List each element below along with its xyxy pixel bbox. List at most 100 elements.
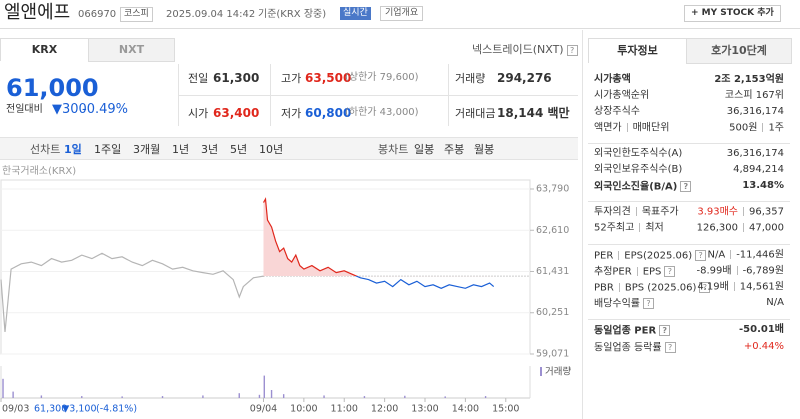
invest-label-part: EPS: [642, 266, 662, 278]
invest-value-part: -6,789원: [742, 265, 784, 277]
divider: [588, 244, 790, 245]
separator: [636, 267, 638, 276]
summary-label: 거래대금: [455, 107, 496, 120]
stock-name: 엘앤에프: [4, 2, 71, 23]
help-icon[interactable]: ?: [664, 266, 676, 277]
separator: [626, 123, 628, 132]
area-fill: [263, 199, 357, 277]
invest-tab[interactable]: 투자정보: [588, 38, 687, 63]
summary-label: 저가: [281, 107, 302, 120]
separator: [635, 207, 637, 216]
invest-value-part: N/A: [766, 297, 784, 308]
invest-tab[interactable]: 호가10단계: [686, 38, 792, 64]
summary-value: 63,500: [305, 71, 352, 85]
invest-label: PER EPS(2025.06)?: [594, 250, 707, 262]
invest-value-part: +0.44%: [743, 341, 784, 352]
y-tick-label: 60,251: [536, 307, 569, 318]
invest-label-part: 배당수익률: [594, 298, 640, 310]
volume-bar: [12, 391, 14, 398]
separator: [762, 123, 764, 132]
invest-label-part: 시가총액: [594, 74, 631, 85]
summary-value: 61,300: [213, 71, 260, 85]
overview-button[interactable]: 기업개요: [380, 6, 424, 21]
chart: 63,790 62,610 61,431 60,251 59,071 09/03 09/04…: [0, 179, 571, 415]
x-tick-label: 09/04: [250, 404, 277, 415]
invest-label-part: PER: [594, 250, 614, 262]
invest-value-part: -50.01배: [739, 324, 784, 335]
invest-value: -50.01배: [739, 325, 784, 335]
help-icon[interactable]: ?: [566, 44, 578, 56]
volume-bar: [81, 396, 83, 398]
help-icon[interactable]: ?: [680, 181, 692, 192]
invest-label: 동일업종 등락률?: [594, 342, 676, 354]
summary-value: 294,276: [497, 71, 552, 85]
summary-value: 18,144 백만: [497, 106, 570, 120]
period-button[interactable]: 일봉: [414, 143, 435, 156]
separator: [743, 223, 744, 232]
separator: [736, 266, 738, 275]
y-tick-label: 63,790: [536, 184, 569, 195]
volume-legend-swatch: [540, 367, 542, 376]
stock-code: 066970: [78, 9, 117, 20]
hover-info: (-4.81%): [96, 404, 137, 415]
invest-value-part: 14,561원: [739, 281, 784, 293]
period-button[interactable]: 10년: [259, 143, 284, 156]
help-icon[interactable]: ?: [643, 298, 654, 309]
help-icon[interactable]: ?: [699, 282, 711, 293]
help-icon[interactable]: ?: [664, 342, 676, 353]
period-button[interactable]: 3년: [201, 143, 219, 156]
period-button[interactable]: 주봉: [444, 143, 465, 156]
period-button[interactable]: 1년: [172, 143, 190, 156]
help-icon[interactable]: ?: [659, 325, 671, 336]
help-icon[interactable]: ?: [695, 250, 707, 261]
volume-bar: [258, 394, 261, 398]
period-button[interactable]: 5년: [230, 143, 248, 156]
separator: [618, 283, 620, 292]
y-tick-label: 62,610: [536, 225, 569, 236]
invest-label: 상장주식수: [594, 107, 640, 117]
divider: [588, 201, 790, 202]
basis: 기준(KRX 장중): [258, 9, 327, 20]
nxt-link[interactable]: 넥스트레이드(NXT)?: [472, 44, 578, 56]
current-price: 61,000: [6, 74, 99, 102]
period-button[interactable]: 1주일: [94, 143, 122, 156]
divider: [588, 143, 790, 144]
chart-source: 한국거래소(KRX): [2, 166, 77, 177]
invest-label: 동일업종 PER?: [594, 325, 671, 337]
price-line: [262, 197, 495, 289]
volume-bar: [40, 395, 43, 398]
x-tick-label: 15:00: [492, 404, 519, 415]
change: ▼300: [52, 102, 87, 117]
price-line: [0, 252, 264, 333]
invest-value: -8.99배 -6,789원: [696, 266, 784, 277]
invest-value-part: 126,300: [696, 222, 738, 234]
x-tick-label: 09/03: [2, 404, 29, 415]
invest-value: 4,894,214: [733, 165, 784, 175]
invest-value-part: -11,446원: [736, 249, 784, 261]
invest-value: 코스피 167위: [725, 91, 784, 101]
invest-value-part: 4.19배: [697, 281, 729, 293]
period-button[interactable]: 월봉: [474, 143, 495, 156]
hover-info: 61,300: [34, 404, 67, 415]
invest-value-part: 3.93매수: [697, 206, 738, 218]
market-tab[interactable]: NXT: [88, 38, 175, 62]
volume-bar: [444, 396, 446, 398]
invest-value: 4.19배 14,561원: [697, 282, 784, 293]
invest-label-part: 외국인보유주식수(B): [594, 164, 683, 175]
invest-value: 13.48%: [742, 181, 784, 191]
chart-type[interactable]: 선차트: [30, 143, 61, 156]
divider: [178, 95, 578, 96]
period-button[interactable]: 1일: [64, 143, 82, 156]
chart-type[interactable]: 봉차트: [378, 143, 409, 156]
mystock-button[interactable]: + MY STOCK 추가: [684, 5, 781, 22]
divider: [588, 319, 790, 320]
summary-label: 거래량: [455, 72, 486, 85]
invest-value: +0.44%: [744, 342, 784, 352]
volume-bar: [270, 390, 273, 398]
invest-value: 126,300 47,000: [697, 223, 784, 234]
volume-bar: [238, 393, 240, 398]
invest-value-part: 96,357: [749, 206, 784, 218]
volume-legend: 거래량: [545, 366, 571, 378]
period-button[interactable]: 3개월: [133, 143, 161, 156]
